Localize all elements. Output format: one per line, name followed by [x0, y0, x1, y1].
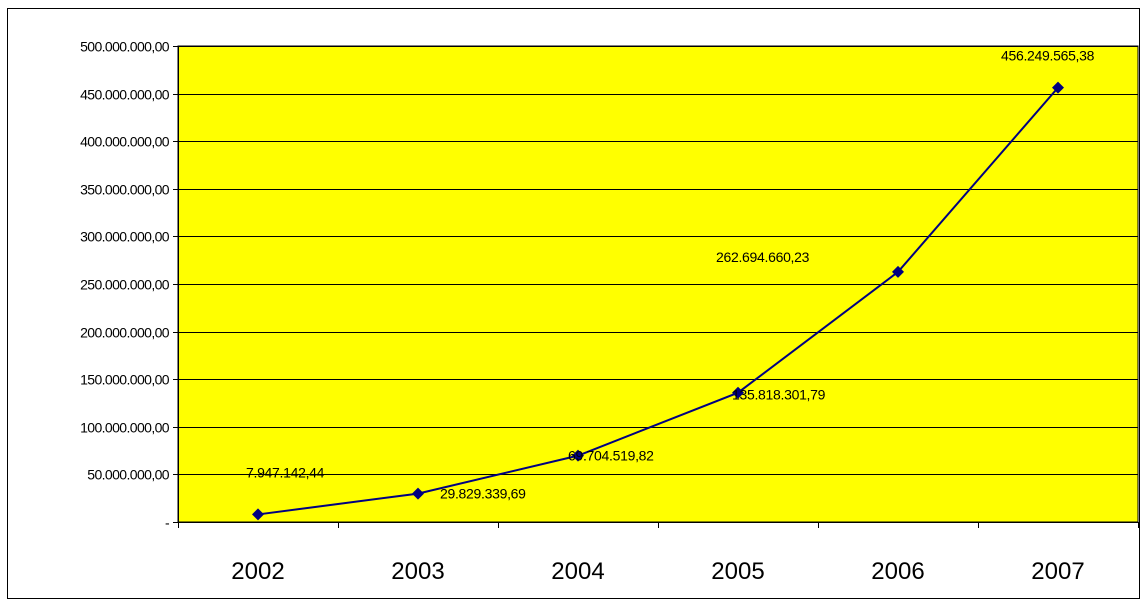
- y-tick-label: -: [165, 515, 170, 531]
- x-tick-label: 2006: [871, 558, 924, 585]
- y-tick-label: 350.000.000,00: [80, 182, 170, 198]
- data-point-marker: [572, 449, 584, 462]
- x-tick-label: 2002: [231, 558, 284, 585]
- chart-frame: - 50.000.000,00 100.000.000,00 150.000.000,…: [7, 8, 1140, 599]
- y-tick-label: 450.000.000,00: [80, 87, 170, 103]
- line-chart: - 50.000.000,00 100.000.000,00 150.000.000,…: [80, 39, 1139, 585]
- y-tick-label: 400.000.000,00: [80, 134, 170, 150]
- data-point-marker: [252, 508, 264, 521]
- data-label: 456.249.565,38: [1001, 48, 1095, 64]
- x-tick-label: 2005: [711, 558, 764, 585]
- data-label: 262.694.660,23: [716, 249, 810, 265]
- data-label: 135.818.301,79: [732, 387, 826, 403]
- data-point-marker: [412, 487, 424, 500]
- y-tick-label: 150.000.000,00: [80, 372, 170, 388]
- data-point-marker: [732, 386, 744, 399]
- data-label: 69.704.519,82: [568, 448, 654, 464]
- y-tick-label: 200.000.000,00: [80, 325, 170, 341]
- data-point-marker: [1052, 81, 1064, 94]
- x-tick-label: 2004: [551, 558, 604, 585]
- y-tick-label: 100.000.000,00: [80, 420, 170, 436]
- data-label: 7.947.142,44: [246, 464, 325, 480]
- data-label: 29.829.339,69: [440, 486, 526, 502]
- y-tick-label: 250.000.000,00: [80, 277, 170, 293]
- y-tick-label: 50.000.000,00: [87, 467, 170, 483]
- x-tick-label: 2003: [391, 558, 444, 585]
- series-line: [257, 86, 1059, 516]
- x-tick-label: 2007: [1031, 558, 1084, 585]
- y-tick-label: 300.000.000,00: [80, 229, 170, 245]
- y-tick-label: 500.000.000,00: [80, 39, 170, 55]
- data-point-marker: [892, 265, 904, 278]
